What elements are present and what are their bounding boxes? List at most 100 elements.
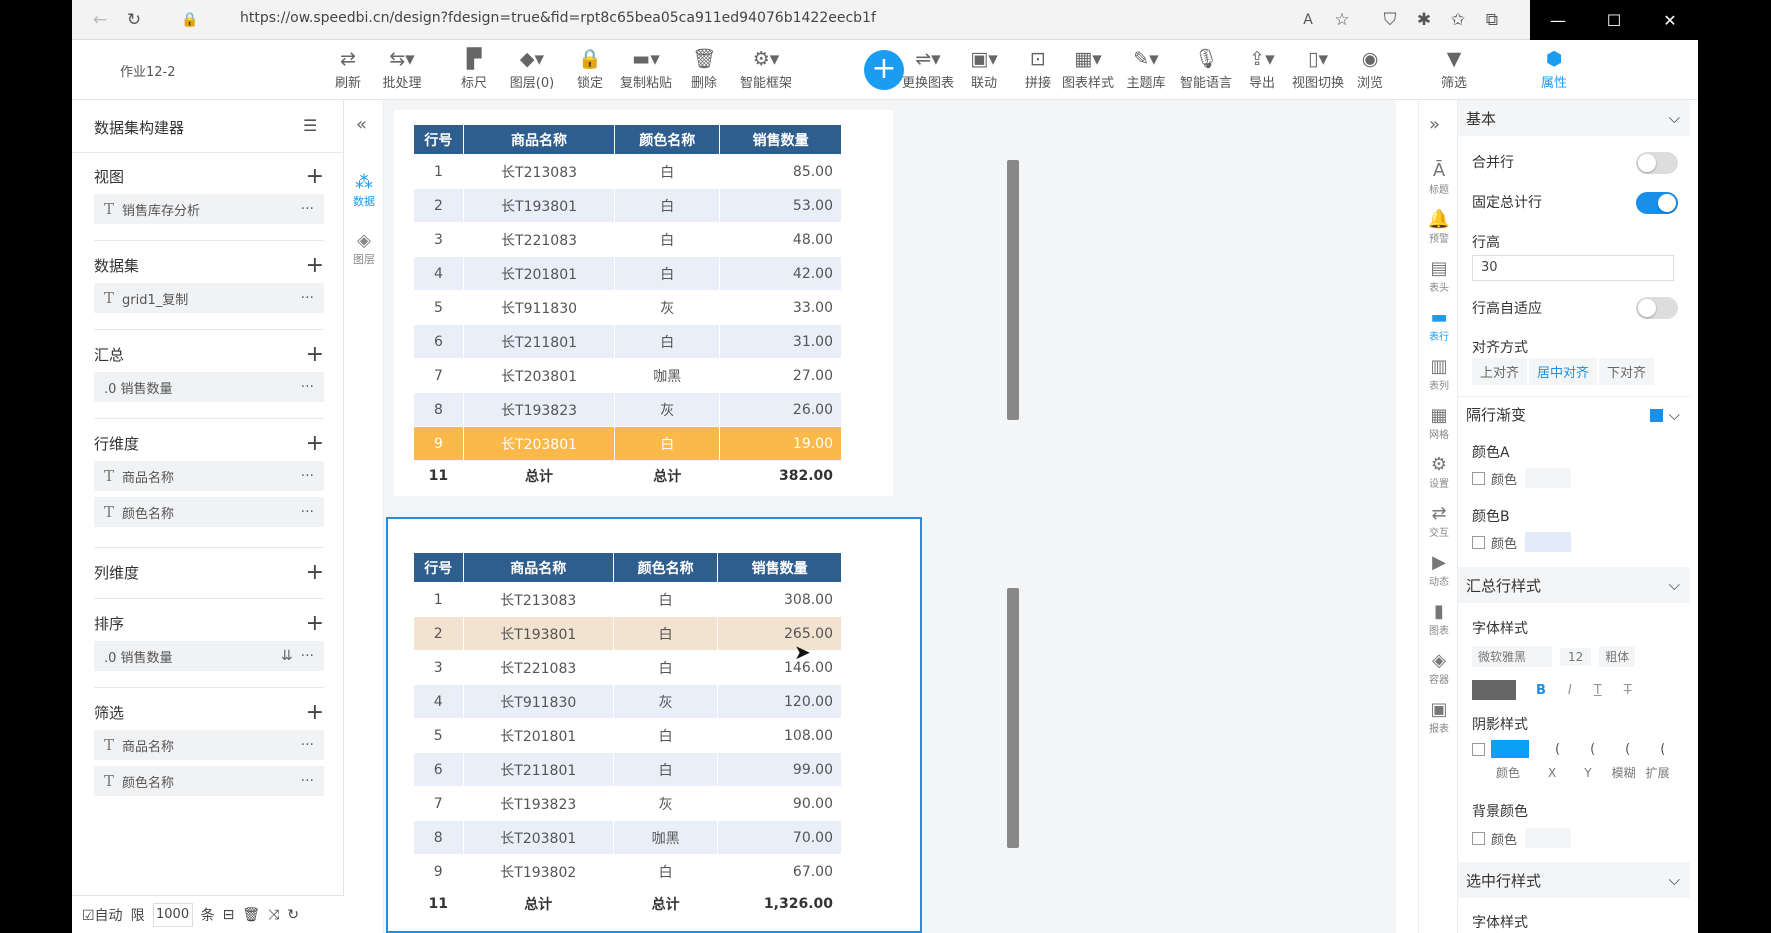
table-cell[interactable]: 9 — [413, 426, 464, 461]
row-dimension-field[interactable]: T 商品名称 ··· — [94, 461, 324, 491]
table-row[interactable]: 1 长T213083 白 85.00 — [413, 154, 842, 189]
table-row[interactable]: 5 长T911830 灰 33.00 — [413, 290, 842, 325]
table-row[interactable]: 7 长T193823 灰 90.00 — [413, 786, 842, 821]
table-row[interactable]: 6 长T211801 白 31.00 — [413, 324, 842, 359]
add-filter-icon[interactable]: + — [305, 699, 324, 725]
category-report[interactable]: ▣ 报表 — [1419, 699, 1459, 735]
table-cell[interactable]: 33.00 — [719, 290, 842, 325]
table-cell[interactable]: 3 — [413, 650, 464, 685]
table-cell[interactable]: 白 — [614, 188, 721, 223]
total-cell[interactable]: 总计 — [613, 888, 719, 919]
category-alert[interactable]: 🔔 预警 — [1419, 209, 1459, 245]
table-row[interactable]: 3 长T221083 白 48.00 — [413, 222, 842, 257]
font-family-select[interactable]: 微软雅黑 — [1472, 646, 1552, 667]
table-row[interactable]: 8 长T193823 灰 26.00 — [413, 392, 842, 427]
table-cell[interactable]: 53.00 — [719, 188, 842, 223]
table-cell[interactable]: 灰 — [614, 392, 721, 427]
table-cell[interactable]: 5 — [413, 290, 464, 325]
table-cell[interactable]: 白 — [614, 222, 721, 257]
table-cell[interactable]: 4 — [413, 256, 464, 291]
table-cell[interactable]: 白 — [614, 154, 721, 189]
table-cell[interactable]: 长T193823 — [462, 786, 615, 821]
refresh-icon[interactable]: ↻ — [287, 906, 300, 923]
table-cell[interactable]: 白 — [613, 582, 719, 617]
add-summary-icon[interactable]: + — [305, 341, 324, 367]
total-cell[interactable]: 382.00 — [719, 460, 842, 491]
section-basic[interactable]: 基本 ⌵ — [1458, 100, 1690, 136]
table-cell[interactable]: 长T193801 — [462, 188, 616, 223]
lock-icon[interactable]: 🔒 — [181, 12, 199, 28]
underline-icon[interactable]: T — [1593, 682, 1602, 698]
table-cell[interactable]: 长T221083 — [462, 222, 616, 257]
table-cell[interactable]: 灰 — [613, 786, 719, 821]
delete-button[interactable]: 🗑 删除 — [676, 46, 732, 91]
maximize-icon[interactable]: ☐ — [1606, 10, 1622, 30]
table-cell[interactable]: 85.00 — [719, 154, 842, 189]
close-icon[interactable]: ✕ — [1663, 10, 1677, 30]
category-interaction[interactable]: ⇄ 交互 — [1419, 503, 1459, 539]
section-total-style[interactable]: 汇总行样式 ⌵ — [1458, 567, 1690, 603]
bold-icon[interactable]: B — [1536, 682, 1546, 698]
table-cell[interactable]: 灰 — [614, 290, 721, 325]
favorites-icon[interactable]: ✩ — [1450, 10, 1466, 30]
more-icon[interactable]: ··· — [300, 468, 314, 484]
add-dataset-icon[interactable]: + — [305, 252, 324, 278]
section-gradient[interactable]: 隔行渐变 ⌵ — [1458, 396, 1690, 432]
shield-icon[interactable]: ⛉ — [1383, 10, 1397, 30]
add-component-button[interactable]: + — [864, 50, 904, 90]
nav-data[interactable]: ⁂ 数据 — [344, 172, 384, 209]
scrollbar-bottom[interactable] — [1007, 588, 1019, 848]
category-table-header[interactable]: ▤ 表头 — [1419, 258, 1459, 294]
strikethrough-icon[interactable]: T — [1623, 682, 1632, 698]
table-cell[interactable]: 6 — [413, 324, 464, 359]
table-row[interactable]: 4 长T201801 白 42.00 — [413, 256, 842, 291]
table-cell[interactable]: 31.00 — [719, 324, 842, 359]
table-cell[interactable]: 白 — [613, 650, 719, 685]
category-title[interactable]: Ā 标题 — [1419, 160, 1459, 196]
table-row[interactable]: 7 长T203801 咖黑 27.00 — [413, 358, 842, 393]
table-cell[interactable]: 2 — [413, 188, 464, 223]
shadow-blur-input[interactable]: ( — [1625, 741, 1631, 757]
table-cell[interactable]: 3 — [413, 222, 464, 257]
table-cell[interactable]: 长T201801 — [462, 718, 615, 753]
lock-button[interactable]: 🔒 锁定 — [562, 46, 618, 91]
row-dimension-field[interactable]: T 颜色名称 ··· — [94, 497, 324, 527]
col-header[interactable]: 颜色名称 — [613, 552, 719, 583]
table-cell[interactable]: 265.00 — [717, 616, 842, 651]
data-table-bottom[interactable]: 行号 商品名称 颜色名称 销售数量 1 长T213083 白 308.00 2 长T193… — [413, 552, 842, 919]
nav-layers[interactable]: ◈ 图层 — [344, 230, 384, 267]
table-cell[interactable]: 1 — [413, 154, 464, 189]
shuffle-icon[interactable]: ⤨ — [268, 906, 280, 923]
extensions-icon[interactable]: ✱ — [1416, 10, 1432, 30]
table-cell[interactable]: 长T193801 — [462, 616, 615, 651]
table-row[interactable]: 6 长T211801 白 99.00 — [413, 752, 842, 787]
shadow-y-input[interactable]: ( — [1590, 741, 1596, 757]
table-row[interactable]: 3 长T221083 白 146.00 — [413, 650, 842, 685]
shadow-x-input[interactable]: ( — [1555, 741, 1561, 757]
total-cell[interactable]: 11 — [413, 460, 464, 491]
table-cell[interactable]: 90.00 — [717, 786, 842, 821]
more-icon[interactable]: ··· — [300, 504, 314, 520]
row-height-input[interactable]: 30 — [1472, 255, 1674, 281]
table-cell[interactable]: 19.00 — [719, 426, 842, 461]
total-cell[interactable]: 11 — [413, 888, 464, 919]
table-cell[interactable]: 长T203801 — [462, 820, 615, 855]
chart-style-button[interactable]: ▦▾ 图表样式 — [1061, 48, 1114, 91]
table-cell[interactable]: 7 — [413, 786, 464, 821]
category-dynamic[interactable]: ▶ 动态 — [1419, 552, 1459, 588]
category-container[interactable]: ◈ 容器 — [1419, 650, 1459, 686]
table-cell[interactable]: 6 — [413, 752, 464, 787]
more-icon[interactable]: ··· — [300, 737, 314, 753]
table-cell[interactable]: 长T193802 — [462, 854, 615, 889]
reload-icon[interactable]: ↻ — [126, 10, 142, 30]
add-column-dimension-icon[interactable]: + — [305, 559, 324, 585]
bg-color-checkbox[interactable] — [1472, 831, 1485, 845]
table-cell[interactable]: 27.00 — [719, 358, 842, 393]
filter-field[interactable]: T 颜色名称 ··· — [94, 766, 324, 796]
table-row[interactable]: 2 长T193801 白 53.00 — [413, 188, 842, 223]
table-row[interactable]: 5 长T201801 白 108.00 — [413, 718, 842, 753]
align-bottom-option[interactable]: 下对齐 — [1599, 358, 1655, 385]
table-cell[interactable]: 白 — [614, 426, 721, 461]
minimize-icon[interactable]: — — [1550, 10, 1566, 30]
